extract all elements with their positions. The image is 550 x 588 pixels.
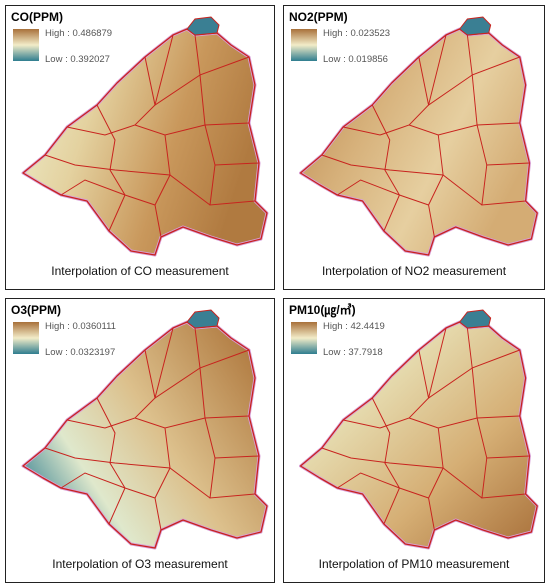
panel-caption: Interpolation of CO measurement	[51, 264, 229, 278]
district-boundary	[371, 397, 400, 525]
district-boundary	[418, 349, 473, 399]
district-boundary	[321, 154, 483, 206]
map-panel: O3(PPM) High : 0.0360111 Low : 0.0323197 In…	[5, 298, 275, 583]
district-boundary	[96, 397, 126, 525]
district-boundary	[144, 349, 201, 399]
legend-high: High : 0.486879	[45, 28, 112, 39]
legend-swatch	[13, 29, 39, 61]
district-boundary	[481, 457, 526, 499]
district-boundary	[418, 56, 473, 106]
map	[299, 16, 539, 257]
map-nub	[458, 16, 492, 36]
district-boundary	[408, 415, 520, 429]
district-boundary	[60, 179, 156, 206]
district-boundary	[481, 164, 526, 206]
district-boundary	[321, 447, 483, 499]
panel-title: CO(PPM)	[11, 10, 63, 24]
district-boundary	[199, 74, 206, 126]
district-boundary	[154, 134, 171, 238]
map-panel: CO(PPM) High : 0.486879 Low : 0.392027 Inte…	[5, 5, 275, 290]
legend-low: Low : 0.0323197	[45, 347, 115, 358]
district-boundary	[96, 104, 126, 232]
district-boundary	[371, 104, 400, 232]
legend-high: High : 0.023523	[323, 28, 390, 39]
panel-caption: Interpolation of NO2 measurement	[322, 264, 507, 278]
legend-swatch	[13, 322, 39, 354]
district-boundary	[44, 154, 211, 206]
legend-swatch	[291, 322, 317, 354]
district-boundary	[337, 472, 429, 499]
district-boundary	[471, 74, 478, 126]
panel-title: O3(PPM)	[11, 303, 61, 317]
district-boundary	[44, 447, 211, 499]
legend-low: Low : 0.019856	[323, 54, 388, 65]
legend-high: High : 0.0360111	[45, 321, 116, 332]
legend-low: Low : 0.392027	[45, 54, 110, 65]
district-boundary	[428, 134, 444, 238]
district-boundary	[428, 427, 444, 531]
legend-high: High : 42.4419	[323, 321, 385, 332]
map-panel: PM10(㎍/㎥) High : 42.4419 Low : 37.7918 Inte…	[283, 298, 545, 583]
map-nub	[186, 16, 220, 36]
district-boundary	[134, 122, 250, 136]
panel-caption: Interpolation of O3 measurement	[52, 557, 228, 571]
map-nub	[186, 309, 220, 329]
panel-caption: Interpolation of PM10 measurement	[319, 557, 510, 571]
district-boundary	[144, 56, 201, 106]
district-boundary	[154, 427, 171, 531]
panel-title: PM10(㎍/㎥)	[289, 302, 356, 318]
district-boundary	[343, 34, 447, 136]
district-boundary	[408, 122, 520, 136]
legend-swatch	[291, 29, 317, 61]
map	[299, 309, 539, 550]
legend-low: Low : 37.7918	[323, 347, 383, 358]
map-nub	[458, 309, 492, 329]
district-boundary	[60, 472, 156, 499]
map	[21, 309, 269, 550]
map-panel: NO2(PPM) High : 0.023523 Low : 0.019856 Int…	[283, 5, 545, 290]
district-boundary	[337, 179, 429, 206]
panel-title: NO2(PPM)	[289, 10, 348, 24]
district-boundary	[134, 415, 250, 429]
district-boundary	[343, 327, 447, 429]
district-boundary	[199, 367, 206, 419]
map	[21, 16, 269, 257]
district-boundary	[471, 367, 478, 419]
